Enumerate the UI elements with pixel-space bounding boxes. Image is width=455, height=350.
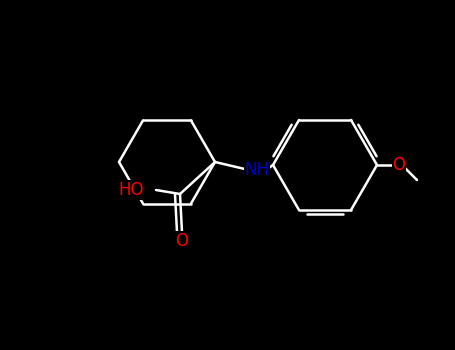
Text: O: O [393, 156, 405, 174]
Text: O: O [176, 232, 188, 250]
Text: HO: HO [118, 181, 144, 199]
Text: NH: NH [244, 161, 269, 179]
